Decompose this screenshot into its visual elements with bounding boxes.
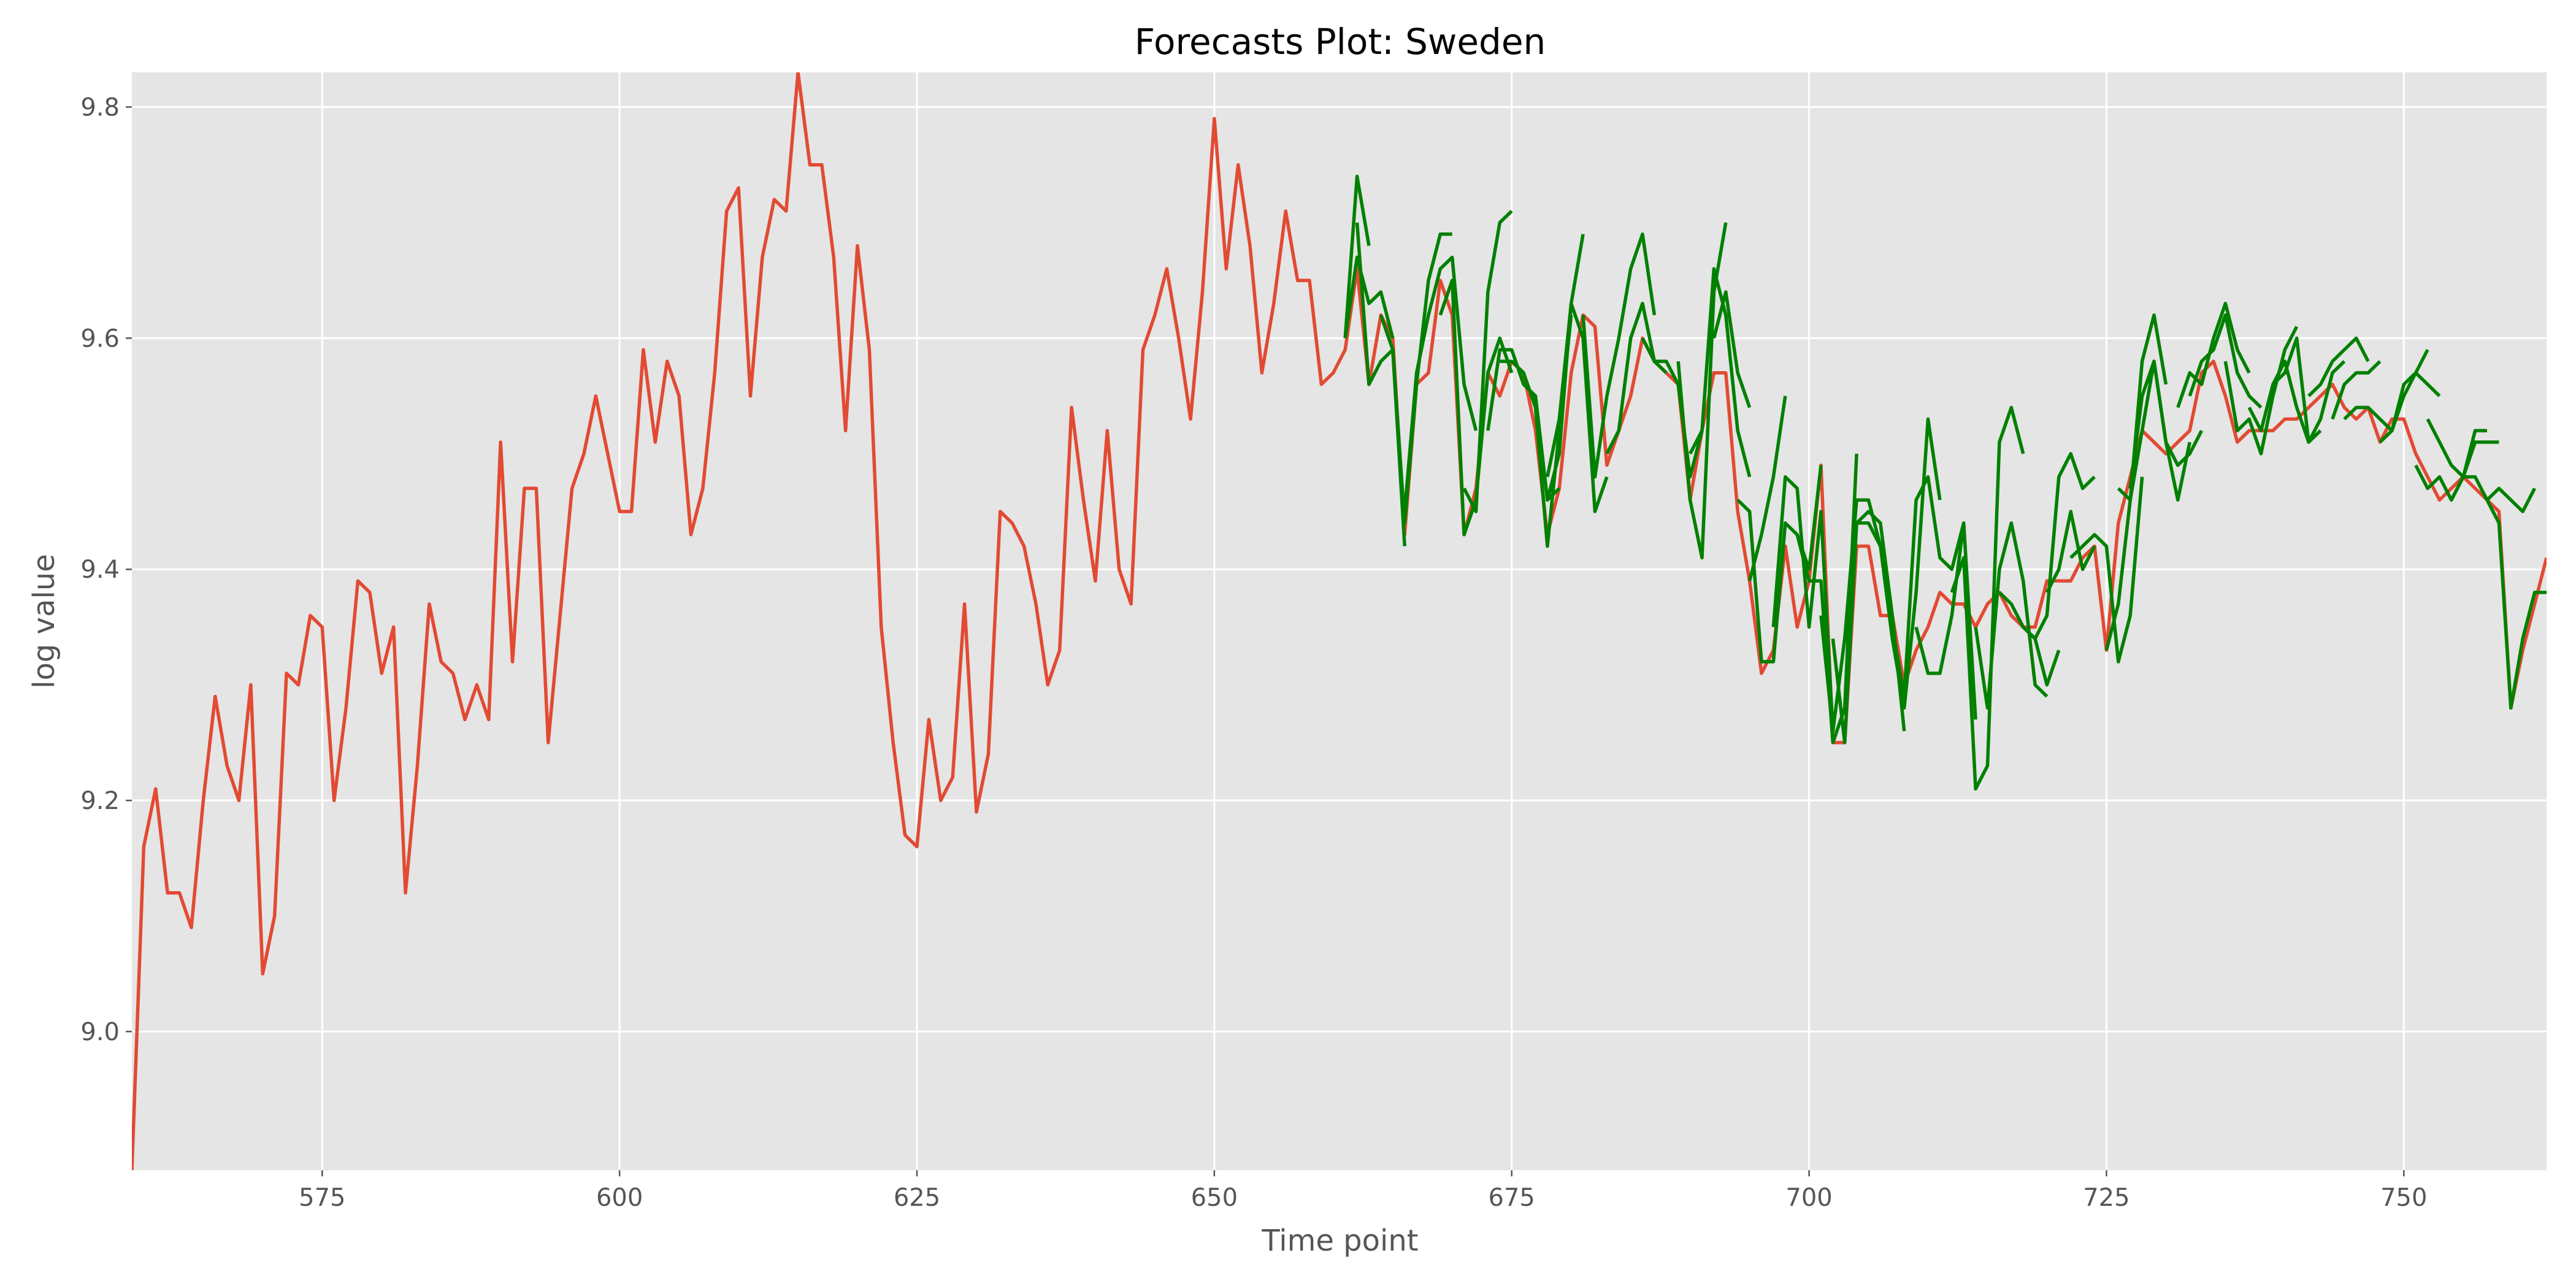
forecast-series-line-2	[1343, 255, 1395, 339]
forecast-series-line-15	[1676, 222, 1728, 560]
forecast-series-line-27	[1950, 405, 2025, 791]
forecast-series-line-18	[1747, 396, 1787, 581]
x-tick-label: 600	[596, 1184, 643, 1212]
forecast-series-line-25	[1890, 475, 1966, 699]
forecast-series-line-37	[2188, 313, 2263, 409]
forecast-series-line-19	[1736, 465, 1823, 664]
forecast-series-line-42	[2331, 360, 2382, 420]
actual-series-line	[132, 72, 2547, 1170]
forecast-series-line-30	[2022, 452, 2096, 641]
forecast-series-line-35	[2128, 359, 2204, 489]
x-axis-label: Time point	[1261, 1224, 1418, 1258]
forecast-series-line-13	[1605, 302, 1668, 455]
x-tick-label: 575	[299, 1184, 345, 1212]
tick-group: 575 600 625 650 675 700 725 750 9.0 9.2 9.4 9.6 9.8	[80, 94, 2427, 1212]
forecast-series-line-5	[1403, 255, 1478, 512]
y-tick-label: 9.8	[80, 94, 120, 122]
forecast-series-line-24	[1857, 417, 1942, 710]
forecast-series-line-11	[1546, 234, 1585, 478]
grid	[132, 72, 2547, 1170]
x-tick-label: 725	[2083, 1184, 2129, 1212]
forecast-series-line-1	[1343, 174, 1371, 339]
forecast-series-line-38	[2223, 326, 2299, 456]
x-tick-label: 750	[2380, 1184, 2427, 1212]
forecast-series-line-22	[1819, 498, 1882, 733]
y-tick-label: 9.6	[80, 324, 120, 353]
y-tick-label: 9.2	[80, 787, 120, 815]
chart-title: Forecasts Plot: Sweden	[1135, 21, 1546, 63]
forecast-series-line-36	[2176, 302, 2251, 408]
x-tick-label: 675	[1489, 1184, 1535, 1212]
y-tick-label: 9.4	[80, 556, 120, 584]
forecast-series-line-41	[2307, 336, 2370, 397]
forecast-series-line-12	[1581, 232, 1657, 479]
forecast-series-line-32	[2069, 477, 2144, 664]
forecast-series-line-17	[1712, 290, 1752, 408]
forecast-series-line-14	[1641, 337, 1704, 479]
series-group	[132, 72, 2547, 1170]
forecast-series-line-28	[1974, 521, 2049, 710]
y-tick-label: 9.0	[80, 1018, 120, 1046]
forecast-series-line-26	[1914, 521, 1977, 720]
forecast-series-line-7	[1462, 210, 1513, 513]
forecast-series-line-48	[2485, 499, 2547, 710]
forecast-series-line-31	[2045, 510, 2096, 594]
x-tick-label: 625	[894, 1184, 940, 1212]
forecast-series-line-16	[1689, 267, 1752, 478]
forecast-series-line-44	[2379, 371, 2441, 443]
y-axis-label: log value	[27, 554, 61, 689]
forecast-series-line-23	[1831, 510, 1906, 745]
plot-area	[132, 72, 2547, 1170]
forecast-series-line-47	[2450, 475, 2537, 513]
x-tick-label: 700	[1785, 1184, 1832, 1212]
x-tick-label: 650	[1191, 1184, 1238, 1212]
forecast-series-line-40	[2271, 359, 2346, 444]
